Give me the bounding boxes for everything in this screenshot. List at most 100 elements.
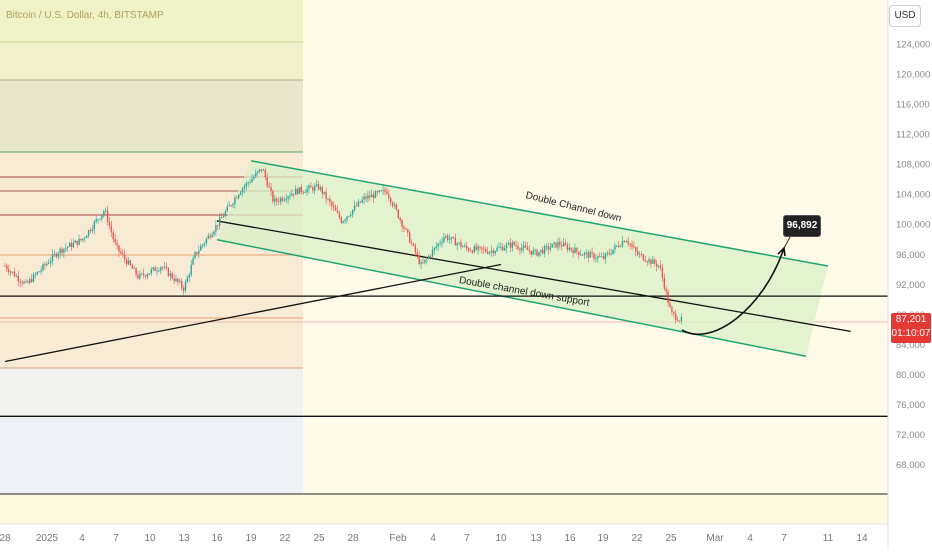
candle-body (228, 205, 230, 207)
candle-body (352, 209, 354, 215)
candle-body (454, 237, 456, 246)
candle-body (447, 235, 449, 241)
candle-body (359, 201, 361, 203)
y-tick-label: 92,000 (896, 280, 925, 291)
y-tick-label: 116,000 (896, 99, 930, 110)
candle-body (409, 232, 411, 243)
x-tick-label: 16 (564, 533, 576, 544)
candle-body (642, 254, 645, 261)
candle-body (344, 219, 346, 222)
candle-body (160, 267, 162, 271)
candle-body (146, 274, 149, 277)
candle-body (524, 245, 527, 248)
candle-body (555, 242, 557, 248)
candle-body (257, 171, 259, 173)
x-tick-label: 28 (0, 533, 11, 544)
x-tick-label: Feb (389, 533, 407, 544)
candle-body (568, 247, 570, 250)
candle-body (68, 243, 71, 247)
candle-body (422, 262, 424, 264)
candle-body (49, 260, 52, 264)
candle-body (678, 321, 681, 322)
candle-body (504, 248, 506, 251)
x-tick-label: 7 (113, 533, 119, 544)
candle-body (574, 247, 576, 254)
candle-body (410, 242, 413, 244)
candle-body (150, 269, 152, 274)
candle-body (623, 240, 626, 243)
candle-body (13, 271, 16, 277)
candle-body (618, 245, 620, 247)
candle-body (27, 281, 29, 283)
candle-body (188, 274, 190, 278)
candle-body (112, 232, 114, 239)
candle-body (177, 278, 179, 282)
candle-body (602, 256, 605, 259)
candle-body (369, 195, 371, 198)
x-tick-label: 11 (823, 533, 834, 544)
candle-body (42, 264, 44, 270)
candle-body (376, 191, 379, 193)
last-price-value: 87,201 (895, 314, 927, 325)
candle-body (431, 250, 434, 257)
candle-body (70, 243, 73, 248)
candle-body (587, 252, 589, 258)
candle-body (46, 263, 48, 266)
candle-body (490, 250, 493, 252)
candle-body (321, 187, 323, 194)
candle-body (479, 246, 481, 248)
candle-body (669, 302, 671, 308)
candle-body (671, 307, 673, 312)
candle-body (91, 229, 94, 232)
target-price-label: 96,892 (783, 215, 821, 237)
candle-body (86, 235, 88, 238)
candle-body (675, 313, 677, 320)
candle-body (553, 242, 555, 244)
candle-body (101, 214, 103, 219)
candle-body (108, 221, 111, 226)
x-tick-label: 13 (530, 533, 542, 544)
y-tick-label: 124,000 (896, 39, 930, 50)
candle-body (572, 249, 574, 254)
candle-body (167, 268, 170, 276)
candle-body (99, 218, 101, 220)
candle-body (496, 247, 498, 252)
candle-body (464, 245, 466, 247)
candle-body (450, 237, 453, 240)
candle-body (327, 198, 329, 200)
candle-body (606, 252, 608, 254)
candle-body (589, 252, 591, 258)
candle-body (89, 230, 92, 232)
candle-body (32, 274, 35, 282)
candle-body (118, 245, 120, 252)
candle-body (435, 246, 437, 248)
candle-body (230, 205, 232, 207)
candle-body (253, 176, 255, 179)
candle-body (380, 190, 382, 192)
candle-body (473, 246, 475, 253)
currency-button[interactable]: USD (889, 5, 921, 27)
candle-body (652, 259, 654, 264)
candle-body (129, 260, 132, 266)
candle-body (629, 243, 631, 245)
candle-body (599, 256, 601, 258)
candle-body (67, 246, 69, 248)
candles-layer (4, 167, 683, 325)
candle-body (469, 250, 472, 252)
candle-body (477, 246, 479, 250)
candle-body (334, 207, 337, 211)
candle-body (557, 241, 559, 248)
candle-body (610, 253, 612, 255)
candle-body (184, 282, 187, 291)
candle-body (162, 267, 164, 269)
candle-body (200, 246, 202, 251)
candle-body (659, 265, 662, 268)
candle-body (597, 256, 599, 259)
candle-body (323, 191, 325, 194)
candle-body (238, 194, 240, 198)
candle-body (125, 259, 128, 265)
x-tick-label: 25 (313, 533, 325, 544)
candle-body (538, 251, 540, 256)
